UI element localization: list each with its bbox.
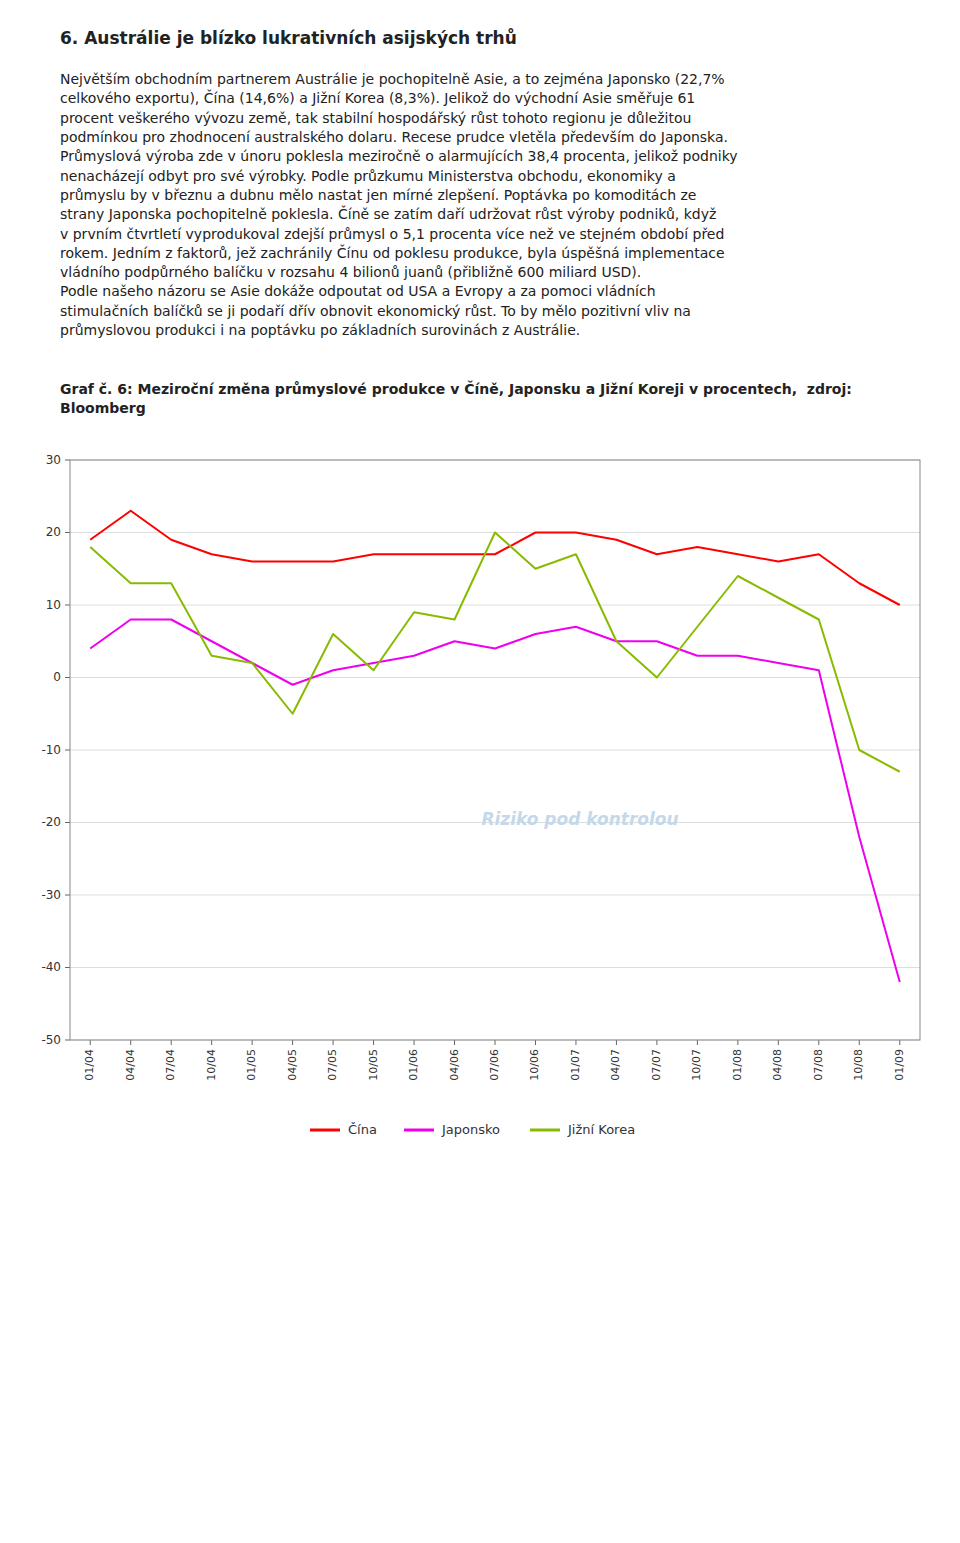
legend: Čína Japonsko Jižní Korea [310,1122,635,1137]
x-tick-label: 01/08 [731,1049,744,1081]
y-tick [65,460,70,461]
x-tick [859,1040,860,1045]
y-tick-label: -10 [41,743,61,757]
body-line: Největším obchodním partnerem Austrálie … [60,70,738,89]
series-line [90,511,900,605]
legend-swatch [404,1129,434,1132]
y-tick-label: -20 [41,815,61,829]
x-tick-label: 07/07 [650,1049,663,1081]
x-tick [292,1040,293,1045]
y-tick-label: -50 [41,1033,61,1047]
x-tick-label: 10/07 [690,1049,703,1081]
x-tick [495,1040,496,1045]
grid-line [70,750,920,751]
body-line: v prvním čtvrtletí vyprodukoval zdejší p… [60,225,738,244]
series-line [90,620,900,983]
x-tick-label: 04/06 [448,1049,461,1081]
x-tick-label: 10/08 [852,1049,865,1081]
chart-title: Graf č. 6: Meziroční změna průmyslové pr… [60,380,900,418]
body-line: procent veškerého vývozu země, tak stabi… [60,109,738,128]
body-line: nenacházejí odbyt pro své výrobky. Podle… [60,167,738,186]
x-tick [252,1040,253,1045]
chart: -50 -40 -30 -20 -10 0 10 20 30 Riziko pod kontrol… [0,440,960,1200]
x-tick-label: 07/06 [488,1049,501,1081]
x-tick [818,1040,819,1045]
x-tick [130,1040,131,1045]
x-tick-label: 10/05 [367,1049,380,1081]
plot-lines [90,511,900,982]
x-tick-label: 01/05 [245,1049,258,1081]
x-tick [414,1040,415,1045]
x-tick [454,1040,455,1045]
x-tick-label: 01/07 [569,1049,582,1081]
x-tick-label: 04/07 [609,1049,622,1081]
y-tick [65,1040,70,1041]
legend-label: Japonsko [441,1122,500,1137]
x-tick-label: 07/04 [164,1049,177,1081]
grid-line [70,895,920,896]
x-tick-label: 04/08 [771,1049,784,1081]
x-tick [211,1040,212,1045]
body-line: podmínkou pro zhodnocení australského do… [60,128,738,147]
x-tick [535,1040,536,1045]
x-tick-label: 07/08 [812,1049,825,1081]
body-line: průmyslu by v březnu a dubnu mělo nastat… [60,186,738,205]
x-tick-label: 04/05 [286,1049,299,1081]
x-tick-label: 01/04 [83,1049,96,1081]
y-tick [65,605,70,606]
x-tick-label: 07/05 [326,1049,339,1081]
x-tick [737,1040,738,1045]
y-tick [65,967,70,968]
body-text: Největším obchodním partnerem Austrálie … [60,70,738,340]
legend-swatch [530,1129,560,1132]
y-tick-label: -30 [41,888,61,902]
body-line: Podle našeho názoru se Asie dokáže odpou… [60,282,738,301]
body-line: rokem. Jedním z faktorů, jež zachránily … [60,244,738,263]
y-tick-label: 0 [53,670,61,684]
x-tick-label: 01/09 [893,1049,906,1081]
legend-label: Čína [348,1122,377,1137]
x-tick [90,1040,91,1045]
body-line: vládního podpůrného balíčku v rozsahu 4 … [60,263,738,282]
annotation: Riziko pod kontrolou [481,809,678,829]
y-tick [65,677,70,678]
x-tick-label: 10/06 [528,1049,541,1081]
x-tick [373,1040,374,1045]
y-tick-label: -40 [41,960,61,974]
y-tick-label: 20 [46,525,61,539]
x-tick [697,1040,698,1045]
grid-line [70,677,920,678]
x-tick-label: 01/06 [407,1049,420,1081]
x-tick [333,1040,334,1045]
plot-frame [70,460,920,1040]
y-tick [65,895,70,896]
y-tick [65,822,70,823]
x-tick-label: 04/04 [124,1049,137,1081]
y-tick [65,532,70,533]
x-tick [656,1040,657,1045]
x-tick-label: 10/04 [205,1049,218,1081]
y-tick-label: 30 [46,453,61,467]
grid-line [70,967,920,968]
x-tick [616,1040,617,1045]
y-tick-label: 10 [46,598,61,612]
body-line: strany Japonska pochopitelně poklesla. Č… [60,205,738,224]
x-tick [171,1040,172,1045]
body-line: průmyslovou produkci i na poptávku po zá… [60,321,738,340]
section-title: 6. Austrálie je blízko lukrativních asij… [60,28,517,48]
body-line: Průmyslová výroba zde v únoru poklesla m… [60,147,738,166]
body-line: stimulačních balíčků se ji podaří dřív o… [60,302,738,321]
x-tick [575,1040,576,1045]
legend-label: Jižní Korea [567,1122,635,1137]
series-line [90,533,900,772]
body-line: celkového exportu), Čína (14,6%) a Jižní… [60,89,738,108]
x-tick [899,1040,900,1045]
x-tick [778,1040,779,1045]
y-tick [65,750,70,751]
legend-swatch [310,1129,340,1132]
